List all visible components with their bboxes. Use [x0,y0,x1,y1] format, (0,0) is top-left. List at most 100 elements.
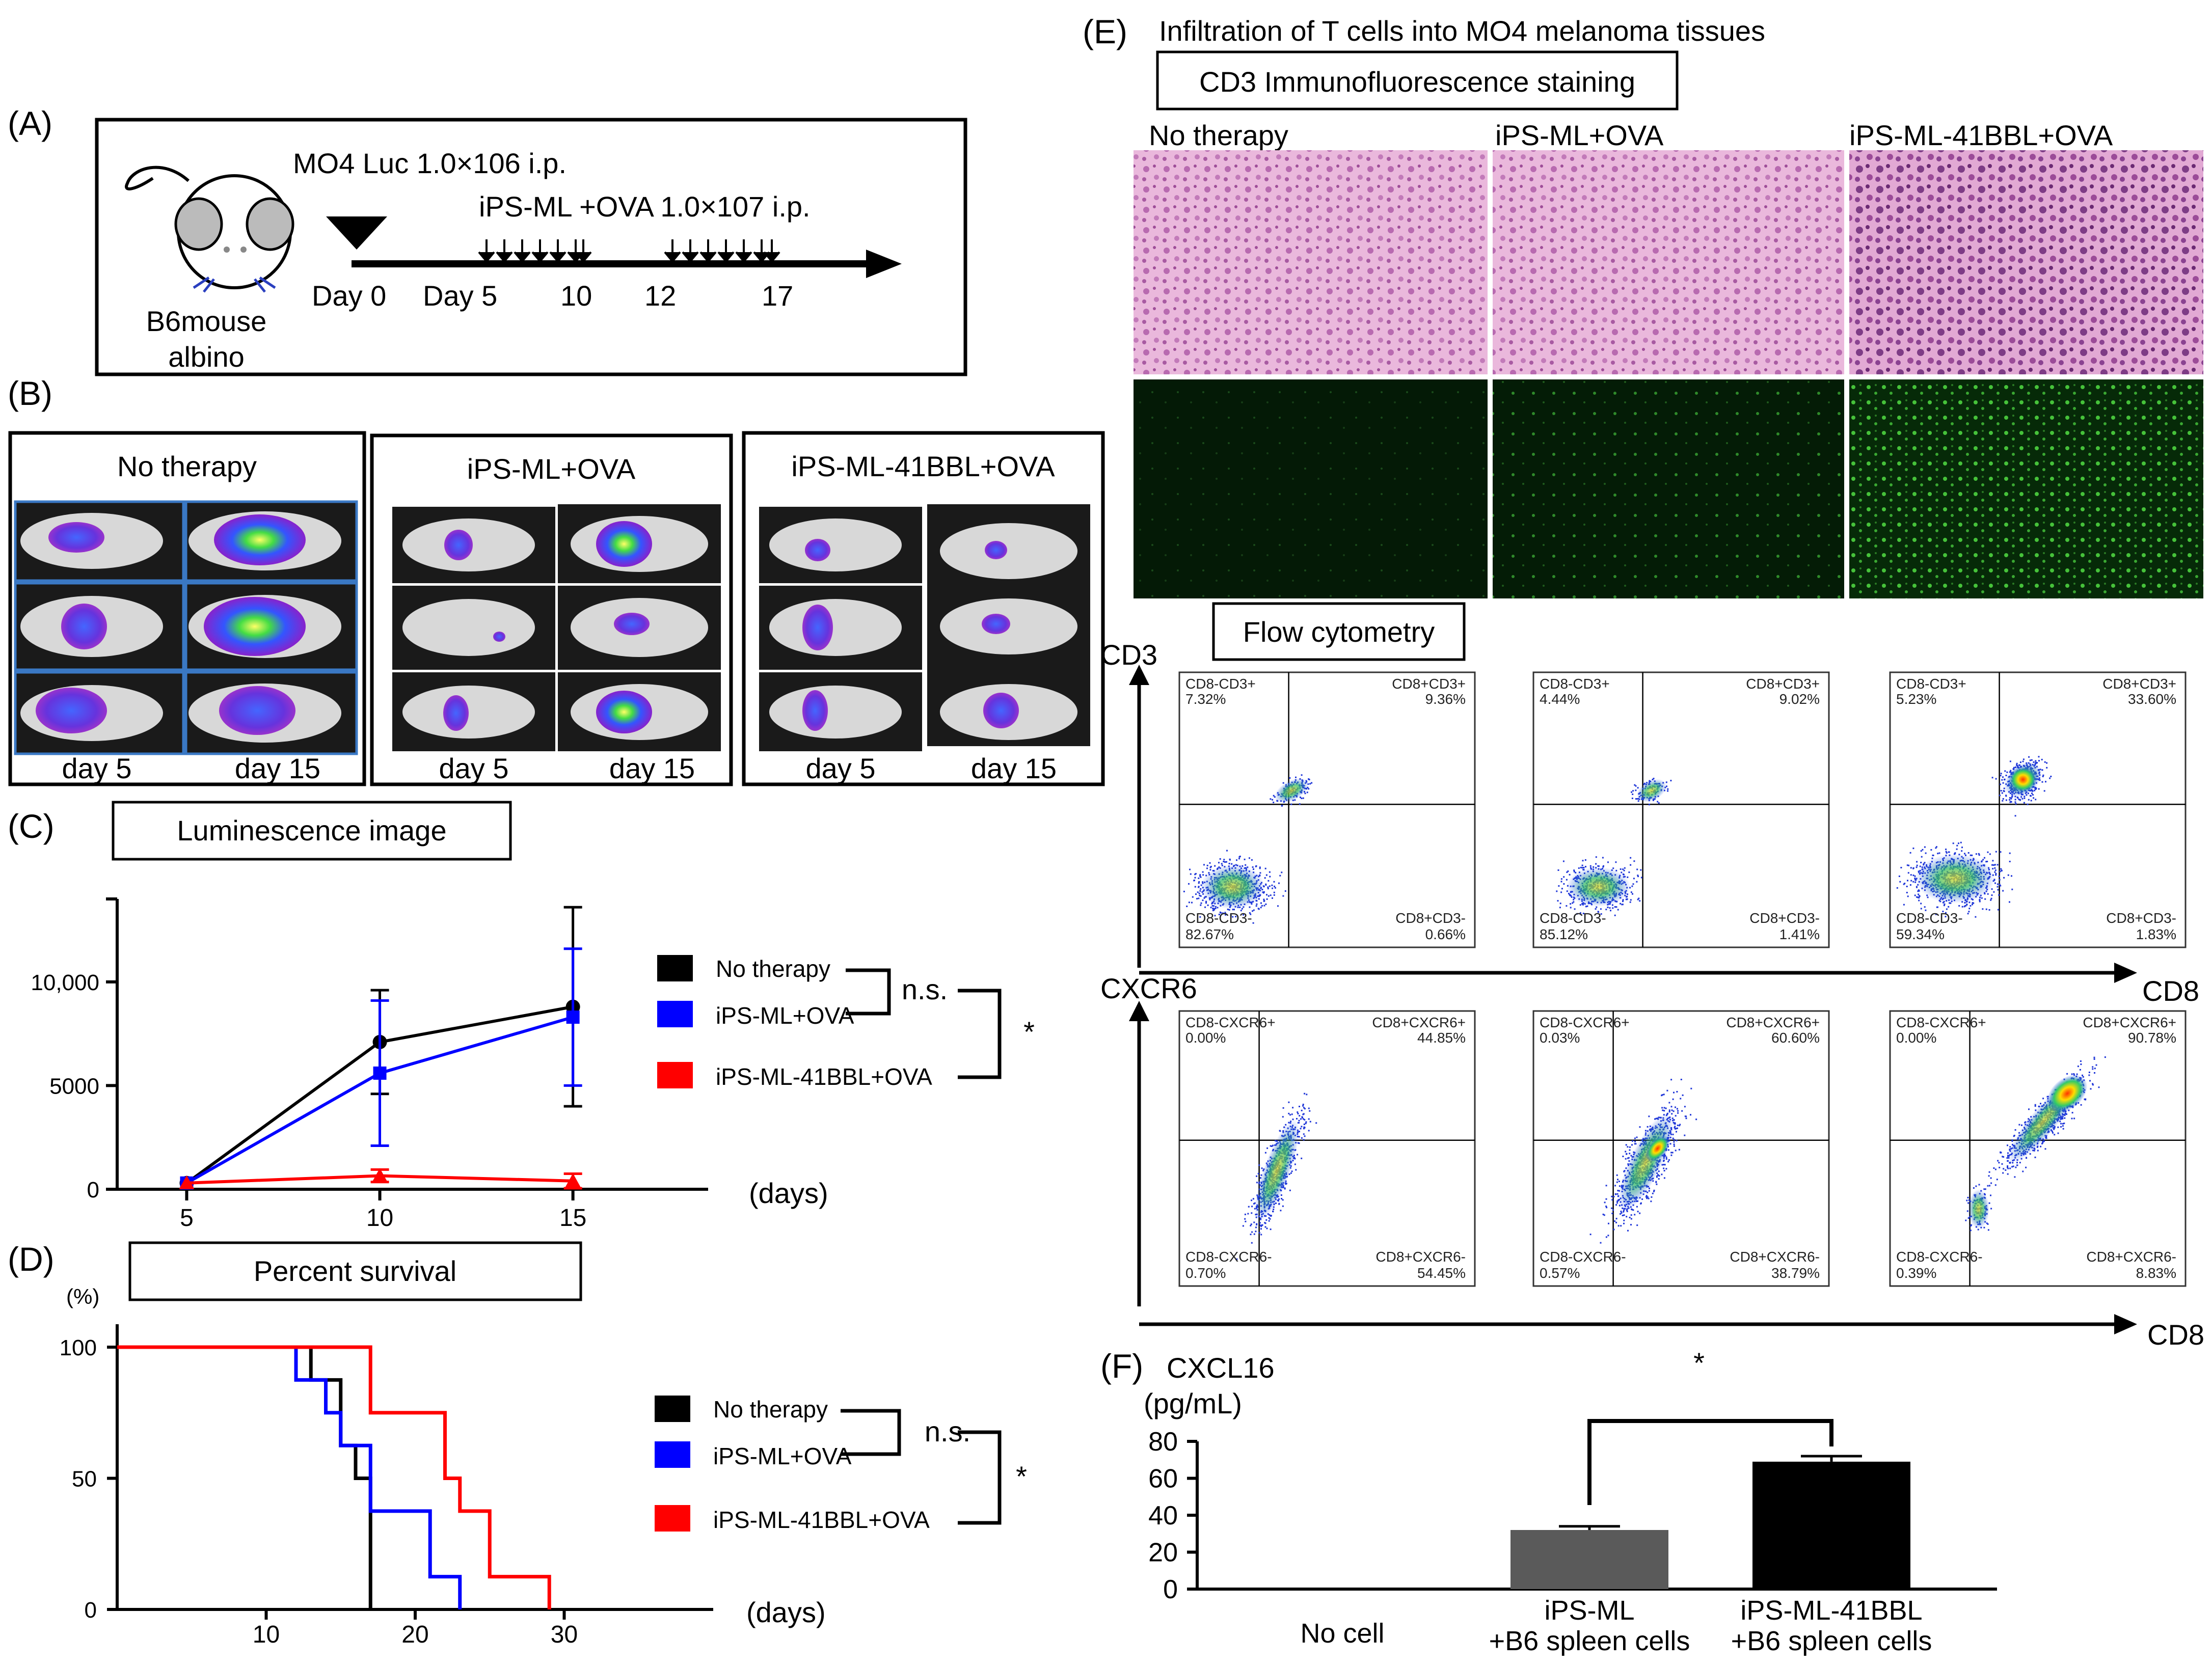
x-tick-label: 10 [366,1205,393,1232]
quadrant-label: 7.32% [1185,691,1226,707]
event-dots [1991,756,2052,817]
y-tick-label: 0 [87,1178,99,1203]
x-tick-label: 15 [559,1205,586,1232]
quadrant-label: CD8+CXCR6- [1730,1249,1820,1265]
day-label-17: 17 [762,280,793,312]
chart-d-sig: * [1016,1460,1027,1492]
chart-c-title: Luminescence image [177,814,446,846]
quadrant-label: 90.78% [2128,1030,2176,1046]
quadrant-label: CD8-CD3- [1540,910,1606,926]
day-label-10: 10 [560,280,592,312]
flow-plot-frame [1889,671,2187,948]
quadrant-label: 0.70% [1185,1265,1226,1281]
quadrant-label: 1.83% [2136,926,2176,942]
quadrant-label: 0.57% [1540,1265,1580,1281]
quadrant-label: CD8+CXCR6+ [1726,1015,1820,1030]
day15-label-no-therapy: day 15 [235,752,320,784]
quadrant-label: CD8-CD3- [1185,910,1252,926]
group-box-no-therapy [8,431,366,786]
quadrant-label: CD8+CD3+ [1392,676,1466,692]
legend-swatch-ips-ml-41bbl-ova-d [655,1505,690,1532]
y-tick-label: 80 [1148,1427,1178,1457]
density-hotspot [2009,766,2037,793]
quadrant-label: CD8+CD3- [2106,910,2176,926]
data-point [372,1168,388,1182]
quadrant-label: CD8+CXCR6+ [1372,1015,1466,1030]
mouse-label-2: albino [168,341,244,373]
data-point [373,1067,387,1080]
flow-plot-frame [1178,1010,1476,1287]
quadrant-label: 9.36% [1425,691,1466,707]
chart-d-yunit: (%) [66,1285,99,1308]
chart-c-sig: * [1023,1016,1035,1048]
group-box-ips-ml-ova [370,433,733,786]
he-image-ips-ml-ova [1493,150,1844,374]
x-tick-label: 20 [401,1621,428,1648]
legend-swatch-no-therapy-d [655,1396,690,1422]
data-point [566,1010,580,1024]
panel-c-label: (C) [8,807,55,845]
x-category-label: iPS-ML [1544,1595,1634,1626]
chart-d-legend: No therapy iPS-ML+OVA iPS-ML-41BBL+OVA n… [655,1396,1027,1533]
panel-b-label: (B) [8,374,52,412]
data-point [565,1173,581,1187]
x-tick-label: 30 [551,1621,578,1648]
panel-a: (A) B6mouse albino MO4 Luc 1.0×106 i.p. … [8,104,967,376]
density-hotspot [2047,1075,2088,1112]
quadrant-label: 85.12% [1540,926,1588,942]
quadrant-label: CD8-CXCR6- [1540,1249,1626,1265]
quadrant-label: 9.02% [1779,691,1820,707]
quadrant-label: CD8+CD3+ [2102,676,2176,692]
chart-d-xlabel: (days) [746,1596,826,1628]
quadrant-label: 0.66% [1425,926,1466,942]
panel-e-title: Infiltration of T cells into MO4 melanom… [1159,15,1765,47]
density-hotspot [1645,1135,1670,1162]
quadrant-label: 0.03% [1540,1030,1580,1046]
y-tick-label: 60 [1148,1464,1178,1494]
survival-curve [117,1345,551,1609]
quadrant-label: 59.34% [1896,926,1945,942]
legend-label-ips-ml-ova: iPS-ML+OVA [716,1002,854,1029]
group-title-ips-ml-41bbl-ova: iPS-ML-41BBL+OVA [791,450,1055,482]
density-core [1566,867,1631,907]
if-image-ips-ml-ova [1493,379,1844,598]
day15-label-ips-ml-41bbl-ova: day 15 [971,752,1057,784]
y-tick-label: 20 [1148,1538,1178,1568]
imaging-grid-ips-ml-ova [392,504,721,751]
group-title-no-therapy: No therapy [117,450,257,482]
panel-a-label: (A) [8,104,52,142]
quadrant-label: CD8-CXCR6+ [1540,1015,1630,1030]
chart-f-title: CXCL16 [1167,1352,1275,1384]
bar [1510,1530,1668,1589]
quadrant-label: 4.44% [1540,691,1580,707]
quadrant-label: CD8+CD3+ [1746,676,1820,692]
panel-a-frame [95,118,967,376]
chart-c-legend: No therapy iPS-ML+OVA iPS-ML-41BBL+OVA n… [657,955,1035,1090]
he-image-ips-ml-41bbl-ova [1849,150,2203,374]
mouse-label-1: B6mouse [146,305,267,337]
legend-label-no-therapy: No therapy [716,955,830,982]
legend-label-no-therapy-d: No therapy [713,1396,828,1423]
survival-curve [117,1345,462,1609]
treatment-injection-text: iPS-ML +OVA 1.0×107 i.p. [479,190,811,223]
quadrant-label: CD8-CXCR6+ [1896,1015,1986,1030]
flow-row1-x-label: CD8 [2142,975,2199,1007]
quadrant-label: CD8-CD3+ [1896,676,1966,692]
stain-title-box [1156,50,1679,111]
quadrant-label: CD8+CD3- [1395,910,1466,926]
if-image-ips-ml-41bbl-ova [1849,379,2203,598]
panel-f: (F) CXCL16 (pg/mL) 80 60 40 20 0 No cell iPS-M… [1100,1347,1997,1656]
quadrant-label: 33.60% [2128,691,2176,707]
quadrant-label: CD8+CXCR6- [1375,1249,1466,1265]
y-tick-label: 0 [85,1598,97,1623]
y-tick-label: 5000 [49,1074,99,1099]
chart-c-xlabel: (days) [749,1177,828,1209]
quadrant-label: 60.60% [1771,1030,1820,1046]
panel-e-label: (E) [1083,13,1127,50]
x-tick-label: 5 [180,1205,194,1232]
quadrant-label: 82.67% [1185,926,1234,942]
x-tick-label: 10 [253,1621,280,1648]
quadrant-label: CD8-CXCR6- [1185,1249,1272,1265]
